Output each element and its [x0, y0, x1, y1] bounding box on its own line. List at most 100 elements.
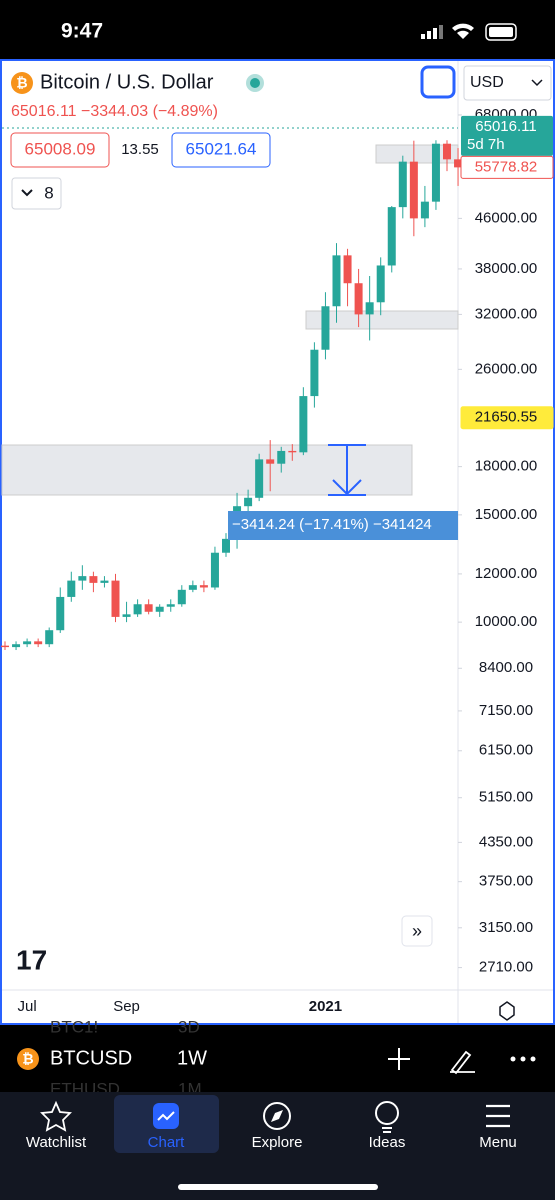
toolbar-interval[interactable]: 1W	[177, 1047, 207, 1069]
chart-icon[interactable]	[153, 1103, 179, 1129]
y-tick-label: 26000.00	[475, 360, 538, 377]
candle-body	[177, 589, 186, 605]
zone	[1, 444, 413, 496]
ghost-interval: 3D	[178, 1017, 200, 1036]
settings-icon[interactable]	[499, 1001, 515, 1021]
y-tick-label: 4350.00	[479, 833, 533, 850]
draw-icon[interactable]	[450, 1050, 475, 1075]
y-tick-label: 10000.00	[475, 613, 538, 630]
candle-body	[420, 201, 429, 219]
currency[interactable]: USD	[470, 74, 504, 91]
candle-body	[56, 596, 65, 631]
bid-button[interactable]	[10, 132, 110, 168]
candle-body	[1, 645, 9, 648]
candle-body	[89, 576, 98, 583]
candle-body	[122, 614, 131, 617]
candle-body	[111, 580, 120, 617]
y-tick-label: 18000.00	[475, 458, 538, 475]
scroll-glyph[interactable]: »	[412, 921, 422, 941]
spread: 13.55	[121, 141, 159, 158]
home-indicator	[178, 1184, 378, 1190]
price-axis: 68000.0046000.0038000.0032000.0026000.00…	[458, 106, 537, 976]
measure-label: −3414.24 (−17.41%) −341424	[232, 516, 432, 533]
nav-label[interactable]: Chart	[148, 1134, 186, 1151]
candles	[1, 140, 463, 651]
price-tag-label: 55778.82	[475, 158, 538, 175]
y-tick-label: 12000.00	[475, 565, 538, 582]
nav-label[interactable]: Menu	[479, 1134, 517, 1151]
symbol-name: Bitcoin / U.S. Dollar	[40, 71, 214, 93]
ideas-icon[interactable]	[375, 1101, 399, 1125]
x-tick-label: Jul	[18, 998, 37, 1015]
y-tick-label: 7150.00	[479, 702, 533, 719]
candle-body	[12, 644, 21, 648]
watchlist-icon[interactable]	[40, 1100, 72, 1132]
candle-body	[443, 143, 451, 160]
measure-box	[228, 511, 458, 540]
btc-icon	[17, 1048, 39, 1070]
candle-body	[354, 283, 363, 315]
x-tick-label: 2021	[309, 998, 342, 1015]
btc-icon-glyph: ₿	[16, 75, 27, 91]
last-price: 65016.11	[475, 118, 536, 135]
candle-body	[266, 459, 275, 464]
nav-label[interactable]: Watchlist	[26, 1134, 87, 1151]
candle-body	[376, 265, 385, 303]
candle-body	[332, 255, 341, 307]
price-tag-label: 21650.55	[475, 409, 538, 426]
scroll-button[interactable]	[401, 915, 433, 947]
candle-body	[387, 207, 396, 266]
candle-body	[155, 606, 164, 612]
candle-body	[409, 161, 418, 219]
more-icon[interactable]	[510, 1056, 536, 1062]
candle-body	[100, 580, 109, 583]
explore-icon[interactable]	[263, 1102, 291, 1130]
menu-icon[interactable]	[486, 1104, 510, 1128]
nav-label[interactable]: Explore	[252, 1134, 303, 1151]
ask-button[interactable]	[171, 132, 271, 168]
price-tag	[460, 406, 554, 430]
chevron	[531, 79, 543, 87]
countdown: 5d 7h	[467, 136, 505, 153]
quote: 65016.11 −3344.03 (−4.89%)	[11, 103, 218, 120]
y-tick-label: 2710.00	[479, 959, 533, 976]
price-tag	[460, 155, 554, 179]
candle-body	[321, 306, 330, 350]
toolbar-symbol[interactable]: BTCUSD	[50, 1047, 132, 1069]
y-tick-label: 8400.00	[479, 659, 533, 676]
ideas-base	[382, 1127, 392, 1133]
x-tick-label: Sep	[113, 998, 140, 1015]
y-tick-label: 3750.00	[479, 873, 533, 890]
logo: 17	[16, 944, 47, 975]
y-tick-label: 15000.00	[475, 506, 538, 523]
nav-label[interactable]: Ideas	[369, 1134, 406, 1151]
candle-body	[222, 538, 230, 553]
y-tick-label: 46000.00	[475, 209, 538, 226]
candle-body	[144, 604, 153, 612]
candle-body	[199, 585, 208, 588]
ghost-symbol: BTC1!	[50, 1017, 98, 1036]
indicators-count[interactable]: 8	[44, 183, 53, 202]
explore-needle	[271, 1110, 283, 1122]
chevron	[21, 189, 33, 197]
chart-icon-line	[157, 1111, 175, 1121]
candle-body	[255, 459, 264, 498]
candle-body	[431, 143, 440, 202]
candle-body	[188, 585, 197, 590]
zone	[305, 310, 459, 330]
indicators-button[interactable]	[11, 177, 62, 210]
add-icon[interactable]	[388, 1048, 410, 1070]
candle-body	[45, 630, 54, 645]
fullscreen-button[interactable]	[420, 65, 456, 99]
candle-body	[310, 349, 319, 397]
candle-body	[288, 450, 297, 453]
candle-body	[398, 161, 407, 208]
bid[interactable]: 65008.09	[25, 139, 96, 158]
status-icons	[421, 23, 517, 41]
currency-button[interactable]	[463, 65, 552, 101]
candle-body	[67, 580, 76, 597]
candle-body	[133, 604, 142, 615]
candle-body	[277, 450, 286, 464]
ask[interactable]: 65021.64	[186, 139, 257, 158]
